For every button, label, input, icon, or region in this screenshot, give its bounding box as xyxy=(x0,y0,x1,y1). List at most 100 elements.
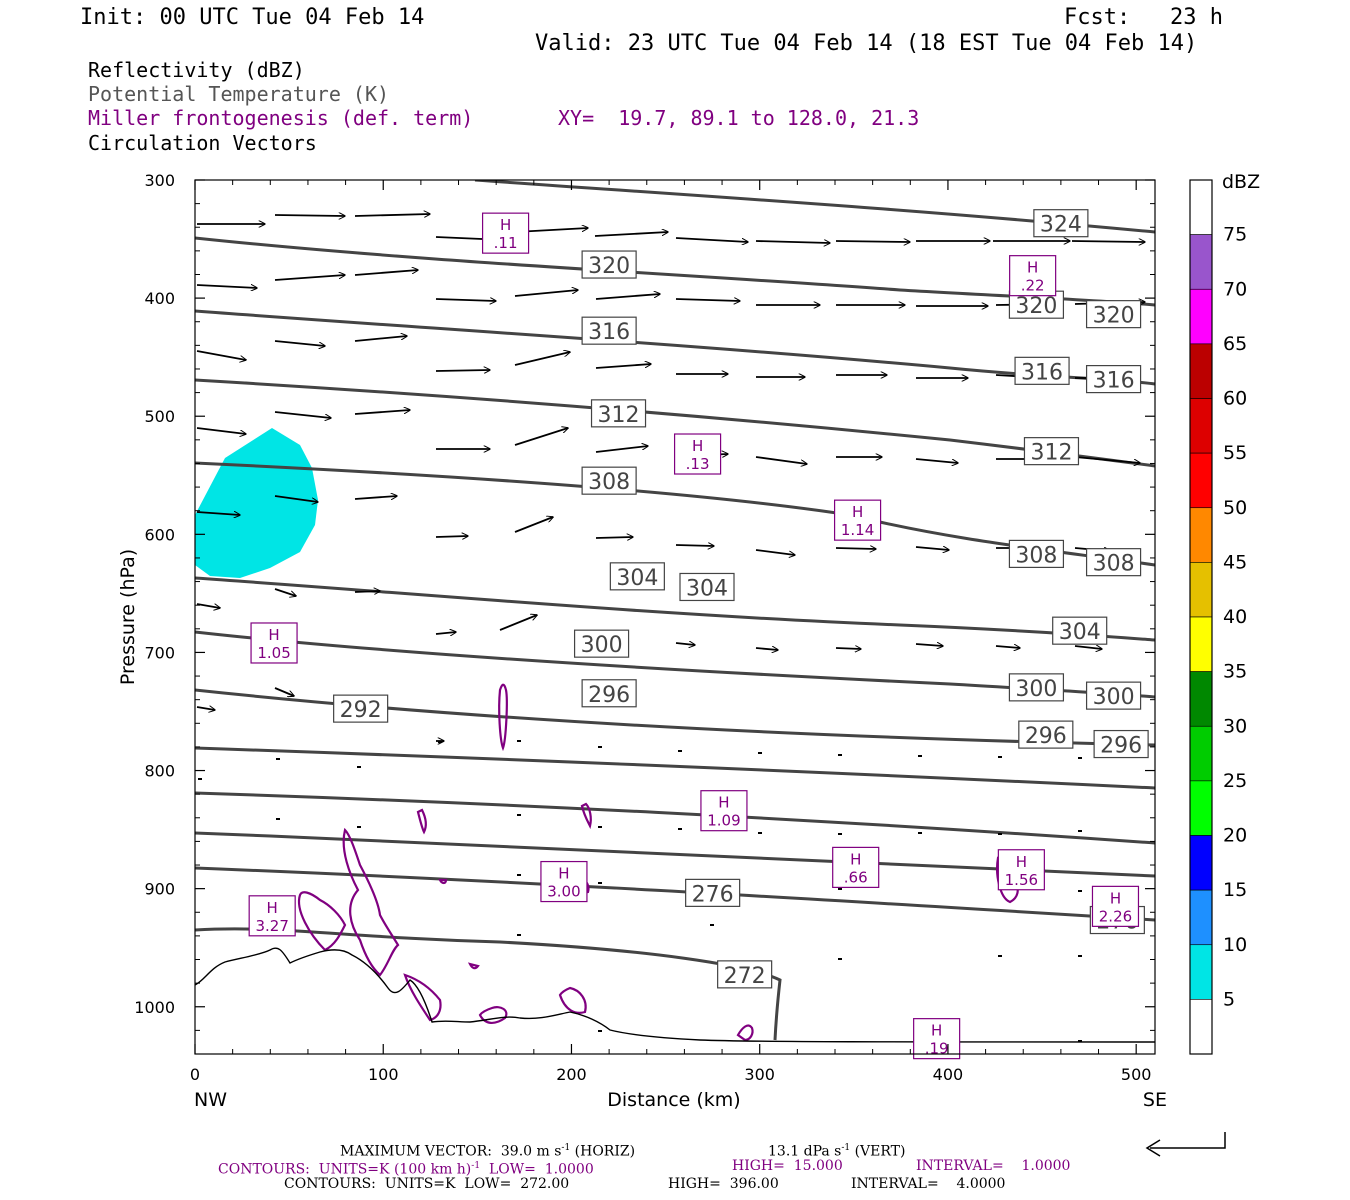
vector-arrow-27 xyxy=(435,370,490,371)
theta-label-text: 292 xyxy=(340,698,382,723)
colorbar-segment-8 xyxy=(1189,616,1213,672)
front-max-value: 2.26 xyxy=(1099,907,1132,925)
colorbar-segment-0 xyxy=(1189,179,1213,235)
vector-arrow-63 xyxy=(435,632,456,634)
colorbar-label-25: 25 xyxy=(1223,770,1247,792)
vector-dot-0 xyxy=(198,778,202,780)
contours-front-units: CONTOURS: UNITS=K (100 km h) xyxy=(218,1161,472,1178)
colorbar: 5 10 15 20 25 30 35 40 45 50 55 60 65 70 75 dBZ xyxy=(1189,171,1260,1055)
x-axis-label: Distance (km) xyxy=(607,1089,740,1111)
colorbar-segment-11 xyxy=(1189,780,1213,836)
contours-theta-interval: INTERVAL= 4.0000 xyxy=(851,1176,1006,1192)
vector-arrow-8 xyxy=(835,241,910,242)
max-vector-horiz-exp: -1 xyxy=(561,1143,571,1153)
colorbar-label-40: 40 xyxy=(1223,606,1247,628)
x-end-left: NW xyxy=(194,1089,227,1111)
vector-dot-23 xyxy=(598,882,602,884)
front-max-box xyxy=(997,849,1045,891)
colorbar-label-10: 10 xyxy=(1223,934,1247,956)
front-max-value: .22 xyxy=(1021,277,1045,295)
colorbar-label-70: 70 xyxy=(1223,278,1247,300)
colorbar-label-5: 5 xyxy=(1223,988,1235,1010)
front-max-9: H2.26 xyxy=(1091,885,1140,927)
front-max-h: H xyxy=(850,850,861,868)
vector-arrow-28 xyxy=(514,352,570,366)
vector-arrow-24 xyxy=(196,350,246,360)
front-max-box xyxy=(832,846,880,888)
front-max-box xyxy=(1091,885,1140,927)
max-vector-vert-exp: -1 xyxy=(841,1143,851,1153)
x-tick-label-200: 200 xyxy=(556,1065,587,1084)
vector-dot-3 xyxy=(438,741,442,743)
vector-dot-4 xyxy=(517,740,521,742)
vector-dot-17 xyxy=(758,832,762,834)
colorbar-segment-3 xyxy=(1189,343,1213,399)
colorbar-segment-4 xyxy=(1189,398,1213,454)
colorbar-segment-14 xyxy=(1189,944,1213,1000)
vector-arrow-72 xyxy=(196,707,215,710)
colorbar-segment-7 xyxy=(1189,562,1213,618)
vector-arrow-68 xyxy=(835,648,861,649)
theta-label-text: 308 xyxy=(588,470,630,495)
vector-dot-10 xyxy=(998,756,1002,758)
front-max-4: H1.05 xyxy=(250,622,298,664)
theta-label-text: 312 xyxy=(598,403,640,428)
vector-dot-33 xyxy=(1078,1040,1082,1042)
front-contour-6 xyxy=(558,986,587,1014)
contours-front-low: LOW= 1.0000 xyxy=(480,1161,594,1178)
front-contour-4 xyxy=(416,808,427,835)
theta-label-296-18: 296 xyxy=(581,679,637,708)
colorbar-segment-13 xyxy=(1189,889,1213,946)
vector-arrow-1 xyxy=(274,215,345,216)
vector-arrow-41 xyxy=(595,446,648,453)
vector-dot-28 xyxy=(838,958,842,960)
theta-label-box xyxy=(1085,365,1142,394)
vector-arrow-15 xyxy=(435,299,496,301)
theta-label-text: 324 xyxy=(1040,213,1082,238)
vector-dot-25 xyxy=(1078,890,1082,892)
max-vector-vert-tail: (VERT) xyxy=(850,1143,906,1160)
colorbar-label-30: 30 xyxy=(1223,715,1247,737)
theta-label-312-7: 312 xyxy=(590,399,647,428)
vector-dot-26 xyxy=(517,934,521,936)
front-max-box xyxy=(673,433,722,475)
theta-label-text: 300 xyxy=(1015,677,1057,702)
theta-label-box xyxy=(581,250,637,279)
max-vector-line: MAXIMUM VECTOR: 39.0 m s-1 (HORIZ) xyxy=(340,1140,635,1161)
theta-contour-2 xyxy=(195,309,1155,386)
vector-dot-16 xyxy=(678,828,682,830)
theta-label-text: 276 xyxy=(692,882,734,907)
vector-arrow-49 xyxy=(274,495,318,502)
front-max-h: H xyxy=(692,437,703,455)
theta-label-box xyxy=(717,960,773,989)
y-tick-label-900: 900 xyxy=(144,880,175,899)
front-max-box xyxy=(540,860,588,903)
colorbar-label-35: 35 xyxy=(1223,661,1247,683)
colorbar-segment-2 xyxy=(1189,288,1213,345)
y-tick-label-600: 600 xyxy=(144,525,175,544)
theta-label-text: 308 xyxy=(1093,552,1135,577)
theta-label-text: 316 xyxy=(588,320,630,345)
front-max-box xyxy=(1009,255,1057,297)
front-max-h: H xyxy=(268,626,279,644)
theta-label-box xyxy=(609,562,665,591)
vector-arrow-25 xyxy=(274,340,325,346)
contours-front-high: HIGH= 15.000 xyxy=(732,1158,843,1174)
x-tick-label-300: 300 xyxy=(744,1065,775,1084)
front-max-value: 1.09 xyxy=(707,812,740,830)
terrain-line xyxy=(194,947,1156,1043)
colorbar-label-45: 45 xyxy=(1223,551,1247,573)
theta-label-text: 320 xyxy=(1093,304,1135,329)
theta-label-box xyxy=(333,694,389,723)
vector-arrow-36 xyxy=(196,427,246,434)
theta-label-text: 316 xyxy=(1093,369,1135,394)
theta-label-308-9: 308 xyxy=(581,466,637,495)
front-max-h: H xyxy=(718,794,729,812)
front-contour-9 xyxy=(736,1024,754,1042)
vector-arrow-2 xyxy=(354,214,430,216)
vector-arrow-50 xyxy=(354,496,397,499)
theta-contour-8 xyxy=(195,746,1155,790)
front-max-box xyxy=(700,790,748,832)
frontogenesis-maxima: H.11H.22H.13H1.14H1.05H1.09H.66H1.56H3.0… xyxy=(248,212,1140,1060)
